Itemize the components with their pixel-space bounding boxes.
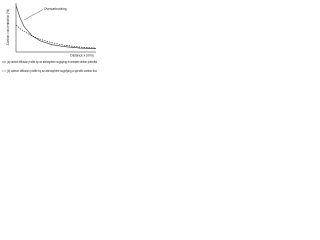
chart: Carbon concentration (%) Distance x (mm)… [2, 3, 97, 73]
y-axis-label: Carbon concentration (%) [6, 9, 10, 45]
annotation-arrow [23, 9, 44, 21]
legend-label: (a) carbon diffusion profile by an atmos… [7, 60, 97, 64]
series-line [15, 24, 97, 49]
annotation: Overcarburizing [44, 7, 67, 11]
series-line [15, 5, 97, 49]
x-axis-label: Distance x (mm) [70, 53, 93, 57]
legend-label: (b) carbon diffusion profile by an atmos… [7, 69, 97, 73]
